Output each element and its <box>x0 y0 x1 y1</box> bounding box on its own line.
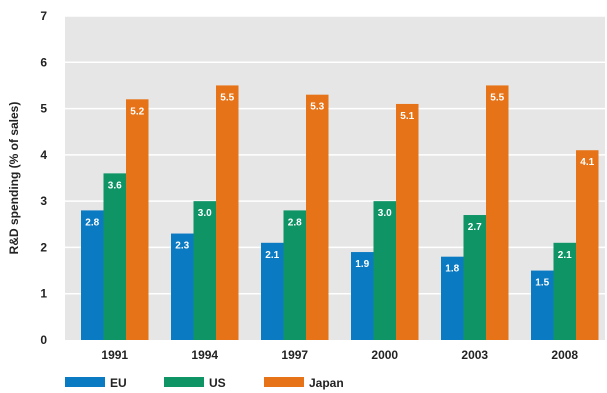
bar <box>441 256 464 340</box>
y-tick-label: 5 <box>40 102 47 116</box>
data-label: 2.1 <box>265 250 279 261</box>
plot-area <box>65 16 605 340</box>
data-label: 2.1 <box>558 250 572 261</box>
data-label: 2.8 <box>288 217 302 228</box>
y-tick-label: 7 <box>40 9 47 23</box>
legend-swatch <box>65 377 105 387</box>
bar <box>576 150 599 340</box>
bar <box>486 85 509 340</box>
data-label: 4.1 <box>580 157 594 168</box>
bar <box>553 242 576 340</box>
bar <box>351 252 374 340</box>
bar <box>103 173 126 340</box>
y-tick-label: 3 <box>40 194 47 208</box>
y-tick-label: 1 <box>40 287 47 301</box>
x-tick-label: 2008 <box>551 348 578 362</box>
x-tick-label: 2000 <box>371 348 398 362</box>
bar <box>396 103 419 340</box>
x-axis-ticks: 1991 1994 1997 2000 2003 2008 <box>101 348 578 362</box>
x-tick-label: 1994 <box>191 348 218 362</box>
data-label: 5.5 <box>220 92 234 103</box>
data-label: 5.2 <box>130 106 144 117</box>
data-label: 2.7 <box>468 222 482 233</box>
data-label: 5.5 <box>490 92 504 103</box>
legend-swatch <box>264 377 304 387</box>
bar <box>126 99 149 340</box>
bar <box>373 201 396 340</box>
gridlines <box>65 15 605 295</box>
data-label: 3.0 <box>198 208 212 219</box>
y-tick-label: 2 <box>40 240 47 254</box>
legend-swatch <box>164 377 204 387</box>
data-label: 2.3 <box>175 241 189 252</box>
bar <box>261 242 284 340</box>
bar <box>171 233 194 340</box>
bar <box>193 201 216 340</box>
legend-label: Japan <box>309 376 344 390</box>
data-label: 1.5 <box>535 278 549 289</box>
legend: EU US Japan <box>65 376 344 390</box>
data-label: 5.1 <box>400 111 414 122</box>
y-axis-label: R&D spending (% of sales) <box>7 102 21 255</box>
y-tick-label: 4 <box>40 148 47 162</box>
data-label: 1.8 <box>445 264 459 275</box>
y-tick-label: 6 <box>40 55 47 69</box>
bars: 2.8 3.6 5.2 2.3 3.0 5.5 2.1 2.8 5.3 1.9 3.0 5.1 1.8 2… <box>81 85 599 340</box>
x-tick-label: 2003 <box>461 348 488 362</box>
bar <box>283 210 306 340</box>
legend-label: US <box>209 376 226 390</box>
legend-label: EU <box>110 376 127 390</box>
bar <box>81 210 104 340</box>
data-label: 3.0 <box>378 208 392 219</box>
bar <box>463 215 486 340</box>
y-tick-label: 0 <box>40 333 47 347</box>
bar <box>306 94 329 340</box>
data-label: 3.6 <box>108 180 122 191</box>
data-label: 2.8 <box>85 217 99 228</box>
bar <box>216 85 239 340</box>
data-label: 5.3 <box>310 102 324 113</box>
x-tick-label: 1997 <box>281 348 308 362</box>
data-label: 1.9 <box>355 259 369 270</box>
bar <box>531 270 554 340</box>
x-tick-label: 1991 <box>101 348 128 362</box>
y-axis-ticks: 0 1 2 3 4 5 6 7 <box>40 9 47 347</box>
